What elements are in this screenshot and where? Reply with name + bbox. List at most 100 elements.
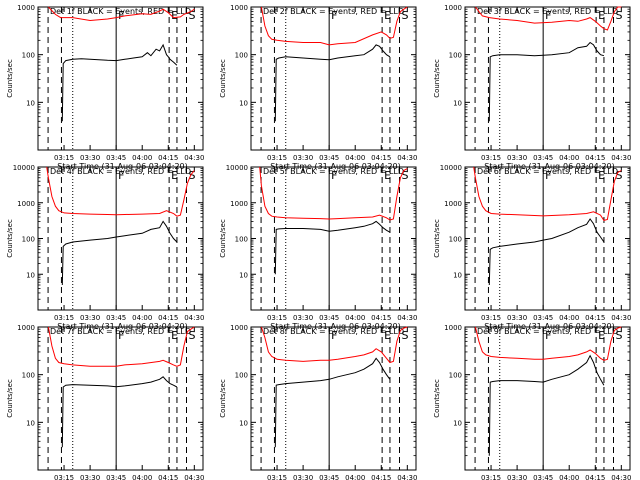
- plot-frame: [37, 166, 204, 311]
- lld-series-line: [47, 326, 195, 367]
- x-tick-label: 03:45: [533, 314, 553, 322]
- x-tick-label: 03:30: [507, 154, 527, 162]
- events-series-line: [274, 357, 391, 448]
- y-axis-label: Counts/sec: [433, 379, 441, 418]
- plot-panel-6: Det 6f BLACK = Events, RED = LLD 10 100 100…: [433, 164, 631, 331]
- x-tick-label: 04:15: [585, 474, 605, 480]
- x-tick-label: 04:15: [158, 474, 178, 480]
- x-tick-label: 04:15: [371, 474, 391, 480]
- lld-series-line: [473, 166, 622, 221]
- x-tick-label: 04:30: [611, 154, 631, 162]
- y-tick-label: 100: [235, 236, 248, 244]
- y-axis-label: Counts/sec: [219, 219, 227, 258]
- time-marker-label: F: [331, 169, 337, 182]
- time-marker-label: E: [384, 329, 391, 342]
- x-tick-label: 04:30: [397, 474, 417, 480]
- y-tick-label: 10: [239, 99, 248, 107]
- lld-series-line: [475, 6, 622, 31]
- x-tick-label: 03:30: [507, 474, 527, 480]
- x-tick-label: 04:15: [371, 154, 391, 162]
- x-tick-label: 03:30: [293, 474, 313, 480]
- x-tick-label: 03:15: [481, 154, 501, 162]
- time-marker-label: S: [189, 169, 196, 182]
- y-tick-label: 1000: [230, 200, 248, 208]
- y-axis-label: Counts/sec: [6, 379, 14, 418]
- x-tick-label: 04:30: [184, 154, 204, 162]
- x-tick-label: 03:45: [533, 474, 553, 480]
- y-tick-label: 100: [449, 52, 462, 60]
- x-tick-label: 04:30: [397, 314, 417, 322]
- x-tick-label: 03:30: [80, 474, 100, 480]
- x-tick-label: 04:30: [184, 314, 204, 322]
- x-tick-label: 03:30: [80, 154, 100, 162]
- x-tick-label: 04:15: [158, 154, 178, 162]
- y-tick-label: 10: [453, 99, 462, 107]
- x-tick-label: 04:15: [158, 314, 178, 322]
- x-tick-label: 03:30: [507, 314, 527, 322]
- y-axis-label: Counts/sec: [433, 219, 441, 258]
- plot-title: Det 6f BLACK = Events, RED = LLD: [477, 167, 618, 176]
- x-tick-label: 04:00: [132, 314, 152, 322]
- plot-title: Det 9f BLACK = Events, RED = LLD: [477, 327, 618, 336]
- x-tick-label: 04:00: [345, 154, 365, 162]
- x-tick-label: 03:30: [293, 314, 313, 322]
- events-series-line: [274, 220, 391, 275]
- plot-panel-5: Det 5f BLACK = Events, RED = LLD 10 100 100…: [219, 164, 417, 331]
- x-tick-label: 03:45: [106, 474, 126, 480]
- plot-frame: [37, 326, 204, 471]
- time-marker-label: S: [616, 9, 623, 22]
- plot-title: Det 5f BLACK = Events, RED = LLD: [263, 167, 404, 176]
- y-tick-label: 10: [239, 419, 248, 427]
- time-marker-label: F: [118, 329, 124, 342]
- time-marker-label: F: [118, 169, 124, 182]
- x-tick-label: 03:15: [267, 314, 287, 322]
- y-tick-label: 10: [453, 419, 462, 427]
- x-tick-label: 04:00: [559, 474, 579, 480]
- x-tick-label: 04:00: [132, 154, 152, 162]
- plot-frame: [464, 326, 631, 471]
- y-axis-label: Counts/sec: [219, 59, 227, 98]
- x-tick-label: 03:15: [54, 314, 74, 322]
- y-tick-label: 100: [22, 372, 35, 380]
- y-tick-label: 100: [235, 372, 248, 380]
- y-tick-label: 1000: [444, 4, 462, 12]
- time-marker-label: S: [616, 169, 623, 182]
- x-tick-label: 03:15: [54, 154, 74, 162]
- events-series-line: [61, 376, 178, 448]
- lld-series-line: [260, 326, 408, 364]
- plot-frame: [37, 6, 204, 151]
- x-tick-label: 03:15: [267, 154, 287, 162]
- x-tick-label: 03:15: [54, 474, 74, 480]
- time-marker-label: S: [189, 329, 196, 342]
- plot-frame: [464, 6, 631, 151]
- x-tick-label: 03:45: [106, 314, 126, 322]
- time-marker-label: E: [598, 9, 605, 22]
- x-tick-label: 04:15: [371, 314, 391, 322]
- x-tick-label: 03:45: [319, 154, 339, 162]
- y-tick-label: 100: [449, 372, 462, 380]
- y-tick-label: 10000: [226, 164, 248, 172]
- y-tick-label: 10: [239, 271, 248, 279]
- y-tick-label: 1000: [230, 4, 248, 12]
- y-tick-label: 10000: [13, 164, 35, 172]
- plot-panel-4: Det 4f BLACK = Events, RED = LLD 10 100 100…: [6, 164, 204, 331]
- y-axis-label: Counts/sec: [219, 379, 227, 418]
- time-marker-label: F: [545, 329, 551, 342]
- y-tick-label: 1000: [230, 324, 248, 332]
- lld-series-line: [48, 6, 195, 22]
- plot-frame: [464, 166, 631, 311]
- y-tick-label: 1000: [444, 200, 462, 208]
- plot-title: Det 2f BLACK = Events, RED = LLD: [263, 7, 404, 16]
- x-tick-label: 03:15: [481, 474, 501, 480]
- events-series-line: [488, 354, 605, 456]
- time-marker-label: E: [384, 9, 391, 22]
- plot-panel-9: Det 9f BLACK = Events, RED = LLD 10 100 100…: [433, 324, 631, 480]
- events-series-line: [274, 44, 391, 122]
- plot-title: Det 7f BLACK = Events, RED = LLD: [50, 327, 191, 336]
- x-tick-label: 04:30: [184, 474, 204, 480]
- plot-panel-8: Det 8f BLACK = Events, RED = LLD 10 100 100…: [219, 324, 417, 480]
- y-axis-label: Counts/sec: [6, 59, 14, 98]
- plot-panel-1: Det 1f BLACK = Events, RED = LLD 10 100 100…: [6, 4, 204, 171]
- plot-title: Det 4f BLACK = Events, RED = LLD: [50, 167, 191, 176]
